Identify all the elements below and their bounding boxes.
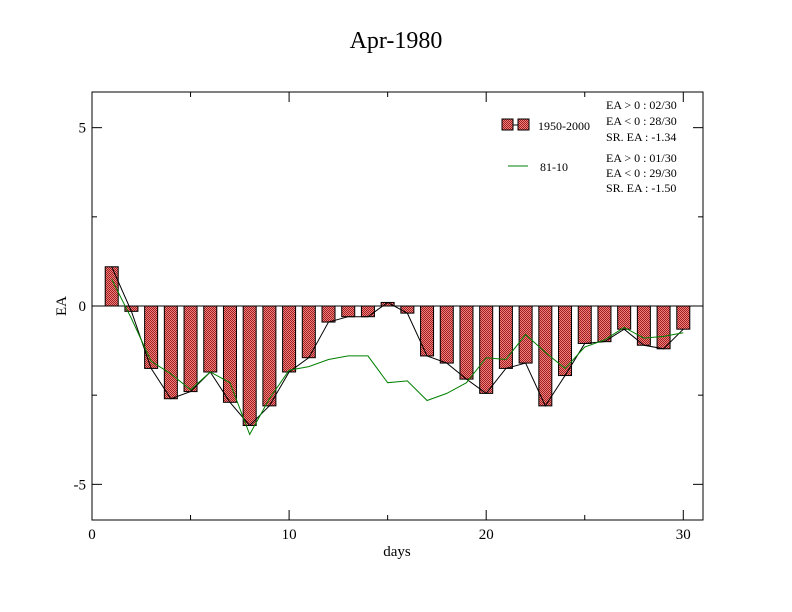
x-tick-label: 30 [676, 527, 691, 543]
bar [282, 305, 297, 373]
stat-series-1-mean: SR. EA : -1.34 [606, 130, 676, 144]
stat-series-2-negative: EA < 0 : 29/30 [606, 166, 677, 180]
legend-label-series-1: 1950-2000 [538, 119, 590, 133]
x-tick-label: 0 [88, 527, 96, 543]
bar [420, 305, 435, 357]
bar [617, 305, 632, 330]
legend-bar-swatch [501, 118, 514, 131]
legend-label-series-2: 81-10 [540, 160, 568, 174]
bar [459, 305, 474, 380]
y-tick-label: 5 [79, 121, 87, 137]
x-tick-label: 20 [479, 527, 494, 543]
chart-title: Apr-1980 [349, 28, 443, 54]
bar [439, 305, 454, 364]
y-axis-label: EA [54, 296, 70, 316]
bar [222, 305, 237, 403]
stat-series-1-positive: EA > 0 : 02/30 [606, 98, 677, 112]
bar [242, 305, 257, 426]
bar [321, 305, 336, 323]
x-axis-label: days [383, 544, 411, 560]
bar [400, 305, 415, 314]
bar [104, 266, 119, 307]
bar [676, 305, 691, 330]
bar [163, 305, 178, 400]
stat-series-2-mean: SR. EA : -1.50 [606, 181, 676, 195]
bar [144, 305, 159, 369]
y-tick-label: 0 [79, 299, 87, 315]
bar [479, 305, 494, 394]
stat-series-2-positive: EA > 0 : 01/30 [606, 151, 677, 165]
bar [656, 305, 671, 350]
bar [341, 305, 356, 318]
bar [203, 305, 218, 373]
x-tick-label: 10 [282, 527, 297, 543]
legend-bar-swatch [517, 118, 530, 131]
bar [636, 305, 651, 346]
bar [262, 305, 277, 407]
bar [360, 305, 375, 318]
bar [577, 305, 592, 344]
stat-series-1-negative: EA < 0 : 28/30 [606, 114, 677, 128]
bar [597, 305, 612, 343]
y-tick-label: -5 [74, 477, 87, 493]
series-81-10-line [111, 279, 684, 436]
bar [183, 305, 198, 393]
